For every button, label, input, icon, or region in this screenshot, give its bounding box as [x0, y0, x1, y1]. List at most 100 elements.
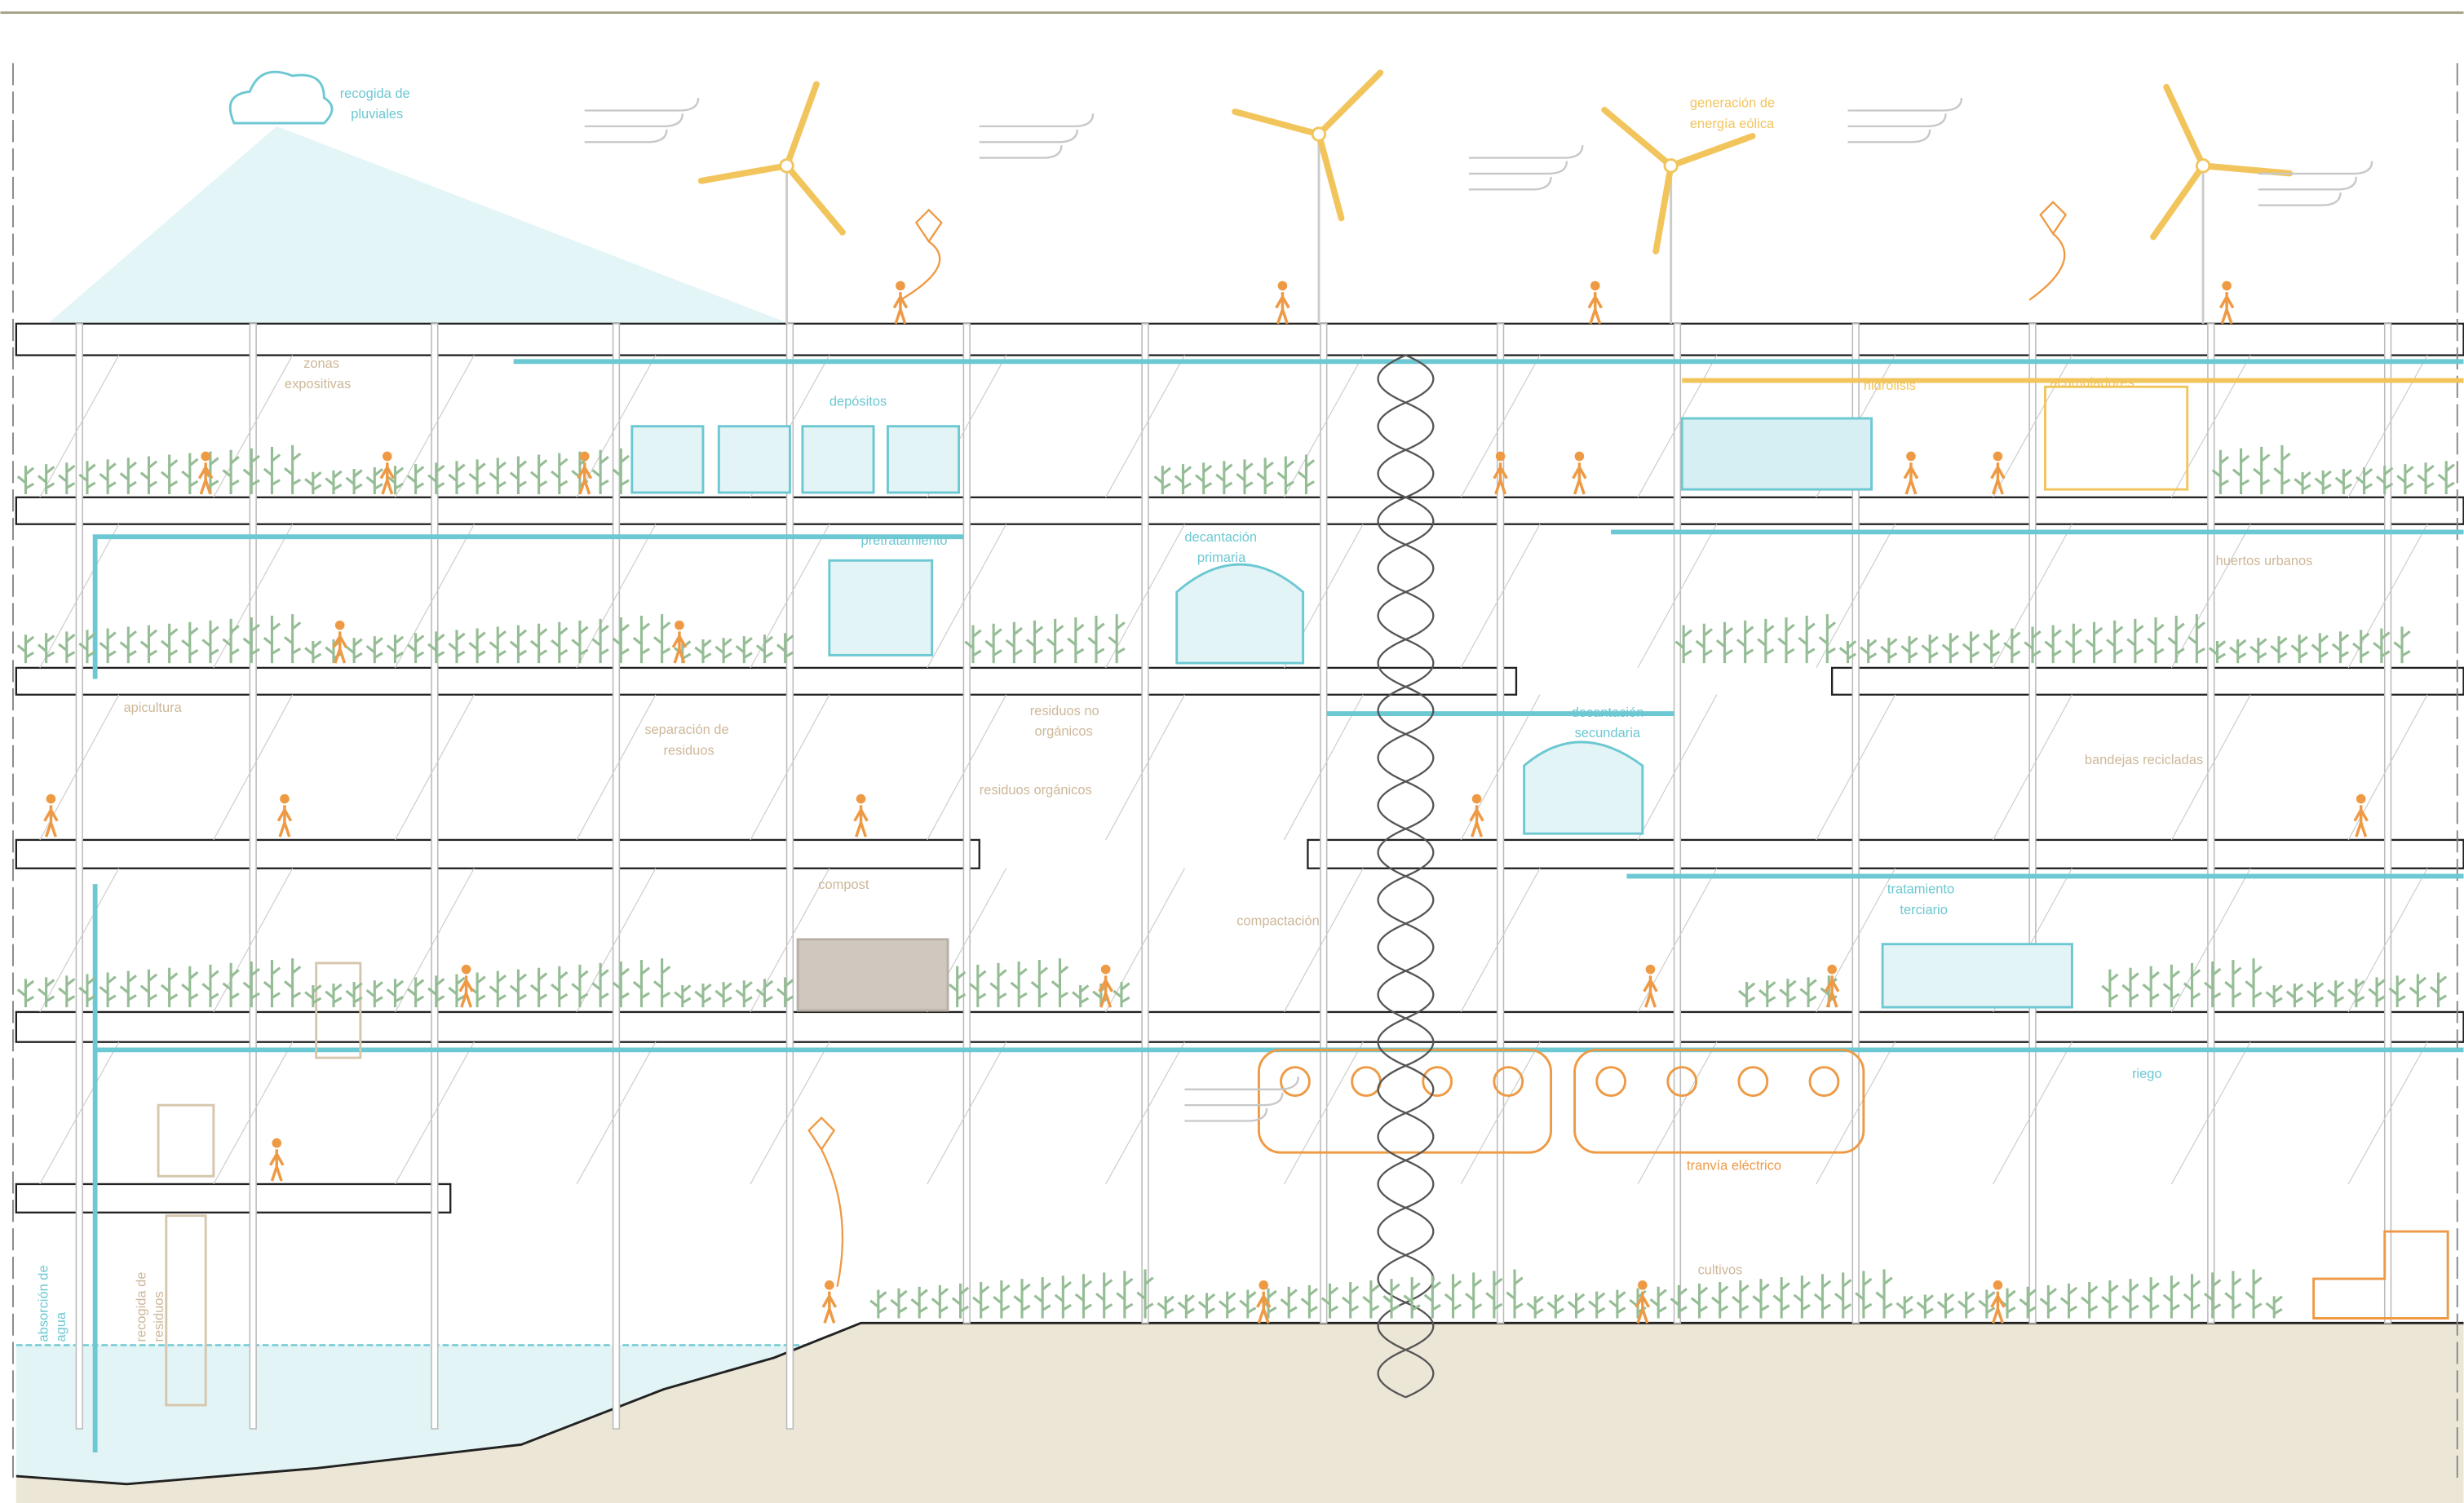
plant [2169, 616, 2184, 663]
person-head [580, 452, 590, 462]
person-head [1472, 794, 1482, 804]
wind [1848, 113, 1946, 126]
plant [1216, 461, 1232, 494]
wind [1184, 1108, 1267, 1121]
plant [531, 968, 546, 1007]
plant [1032, 960, 1047, 1007]
plant [2184, 963, 2200, 1007]
plant [1671, 1285, 1687, 1319]
plant [346, 469, 361, 494]
plant [387, 979, 403, 1007]
plant [325, 471, 341, 494]
blade [1671, 136, 1753, 166]
label: huertos urbanos [2216, 554, 2313, 568]
plant [2041, 1285, 2056, 1319]
plant [428, 631, 444, 663]
plant [38, 977, 54, 1007]
person-body [1904, 462, 1917, 494]
plant [2164, 965, 2179, 1007]
plant [1922, 634, 1937, 663]
label: residuos orgánicos [980, 783, 1092, 798]
plant [121, 971, 136, 1008]
plant [161, 624, 177, 663]
rain [48, 126, 790, 324]
plant [1219, 1292, 1235, 1319]
wind [1848, 98, 1962, 110]
plant [634, 616, 649, 663]
plant [1257, 458, 1272, 494]
plant [592, 619, 608, 663]
plant [2122, 968, 2138, 1007]
plant [408, 464, 423, 494]
label: decantaciónsecundaria [1572, 705, 1644, 740]
person-body [334, 631, 346, 663]
plant [1897, 1296, 1913, 1318]
kite [2029, 202, 2066, 300]
person-head [896, 281, 905, 291]
plant [1068, 617, 1083, 663]
tank [632, 427, 703, 493]
wind [2258, 177, 2356, 189]
person-head [675, 621, 684, 630]
plant [2333, 631, 2348, 663]
slab [1307, 840, 2463, 869]
plant [2336, 469, 2351, 494]
plant [2127, 619, 2143, 663]
person-head [272, 1138, 281, 1148]
plant [449, 461, 464, 494]
tram-window [1352, 1068, 1381, 1096]
label-line: pluviales [351, 107, 403, 122]
plant [367, 980, 383, 1007]
plant [469, 459, 484, 494]
plant [715, 982, 731, 1007]
plant [592, 450, 608, 494]
equipment [158, 387, 2448, 1405]
plant [2143, 966, 2159, 1007]
blade [701, 166, 787, 180]
section-drawing: recogida depluviales generación deenergí… [0, 0, 2464, 1503]
plant [1737, 621, 1753, 663]
tank [803, 427, 874, 493]
plant [1918, 1294, 1933, 1318]
plant [18, 466, 33, 494]
plant [428, 462, 444, 494]
plant [1011, 961, 1026, 1007]
label-line: residuos no [1030, 704, 1099, 718]
column [963, 324, 970, 1323]
plant [2292, 634, 2307, 663]
plant [2307, 982, 2323, 1007]
plant [949, 966, 965, 1007]
person-head [1638, 1280, 1648, 1290]
plant [2205, 1272, 2220, 1318]
plant [59, 975, 74, 1007]
plant [1506, 1269, 1522, 1318]
plant [990, 963, 1006, 1007]
label: compactación [1236, 913, 1319, 928]
plant [285, 614, 300, 663]
label: absorción deagua [37, 1265, 69, 1342]
plant [1753, 1279, 1768, 1318]
tank [719, 427, 790, 493]
pretreatment-unit [829, 560, 932, 655]
plant [1035, 1277, 1051, 1318]
plant [161, 455, 177, 494]
plant [2439, 461, 2454, 494]
person-head [856, 794, 866, 804]
tractor [2314, 1231, 2449, 1318]
plant [100, 973, 115, 1008]
label: recogida depluviales [340, 86, 410, 122]
person-head [1827, 965, 1837, 975]
label-line: separación de [644, 723, 728, 737]
plant [993, 1280, 1009, 1318]
tram-window [1597, 1068, 1626, 1096]
plant [1692, 1284, 1707, 1319]
plant [1047, 619, 1063, 663]
plant [737, 980, 752, 1007]
plant [2061, 1284, 2077, 1319]
hub [781, 160, 793, 172]
plant [891, 1289, 906, 1319]
plant [182, 622, 197, 663]
column [2208, 324, 2214, 1323]
plant [1651, 1287, 1666, 1319]
plant [490, 458, 506, 494]
